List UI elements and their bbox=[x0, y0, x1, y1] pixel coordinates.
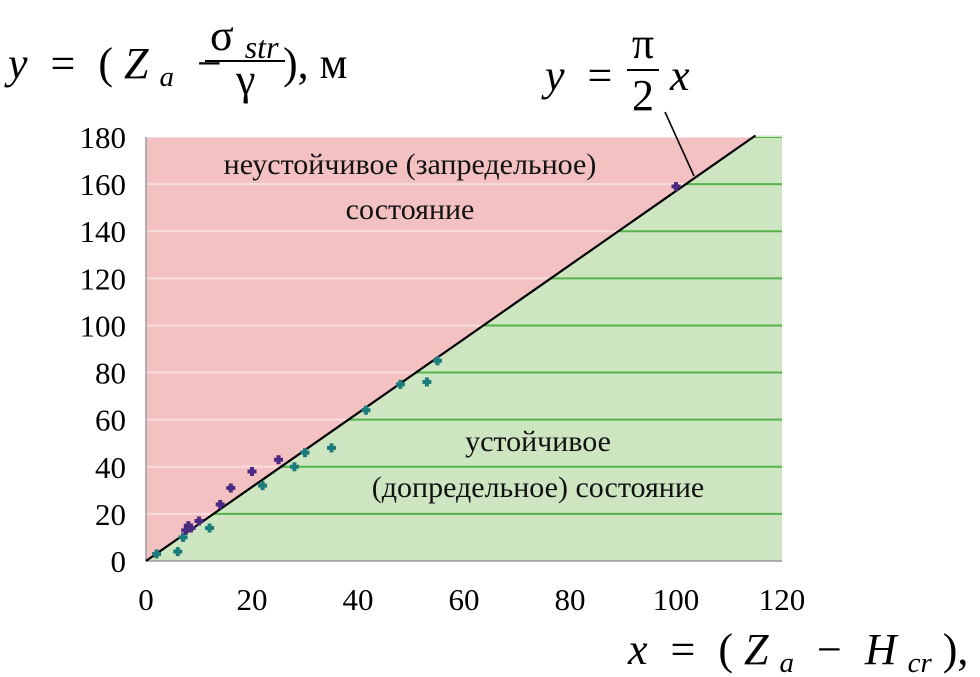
data-point bbox=[300, 448, 310, 458]
data-point bbox=[258, 481, 268, 491]
unstable-region-label-line2: состояние bbox=[346, 193, 475, 226]
y-tick-label: 180 bbox=[80, 120, 127, 155]
y-tick-label: 80 bbox=[95, 356, 126, 391]
unstable-region-label-line1: неустойчивое (запредельное) bbox=[224, 148, 597, 181]
y-tick-label: 120 bbox=[80, 261, 127, 296]
data-points bbox=[152, 181, 681, 559]
data-point bbox=[274, 455, 283, 465]
line-label-two: 2 bbox=[632, 71, 654, 120]
y-label-var: y bbox=[4, 39, 28, 88]
data-point bbox=[671, 181, 681, 191]
x-tick-label: 0 bbox=[138, 582, 154, 617]
data-point bbox=[178, 532, 188, 542]
y-label-eq: = bbox=[51, 39, 76, 88]
y-axis-label: y = ( Z a − σ str γ ), м bbox=[4, 11, 348, 104]
y-label-open: ( bbox=[98, 39, 113, 88]
data-point bbox=[226, 483, 236, 493]
data-point bbox=[173, 547, 183, 557]
y-tick-label: 40 bbox=[95, 450, 126, 485]
x-label-open: ( bbox=[718, 625, 733, 674]
y-label-minus: − bbox=[197, 39, 222, 88]
y-tick-label: 160 bbox=[80, 167, 127, 202]
data-point bbox=[361, 405, 371, 415]
y-label-z: Z bbox=[124, 39, 149, 88]
x-label-h: H bbox=[864, 625, 899, 674]
line-label-x: x bbox=[669, 51, 690, 100]
x-tick-label: 40 bbox=[343, 582, 374, 617]
data-point bbox=[152, 549, 162, 559]
data-point bbox=[247, 466, 257, 476]
stable-region-label-line2: (допредельное) состояние bbox=[372, 471, 704, 504]
x-tick-label: 100 bbox=[653, 582, 700, 617]
data-point bbox=[194, 516, 204, 526]
line-label-y: y bbox=[541, 51, 565, 100]
x-axis-label: x = ( Z a − H cr ), м bbox=[627, 625, 980, 677]
x-label-close: ), м bbox=[943, 625, 980, 674]
x-tick-label: 20 bbox=[237, 582, 268, 617]
y-label-close: ), м bbox=[283, 39, 348, 88]
data-point bbox=[289, 462, 299, 472]
data-point bbox=[327, 443, 336, 453]
data-point bbox=[183, 521, 193, 531]
line-label-pi: π bbox=[632, 19, 654, 68]
x-label-var: x bbox=[627, 625, 648, 674]
boundary-line-label: y = π 2 x bbox=[541, 19, 690, 120]
y-label-gamma: γ bbox=[235, 55, 255, 104]
y-tick-label: 100 bbox=[80, 308, 127, 343]
data-point bbox=[422, 377, 432, 387]
y-label-sigma: σ bbox=[210, 11, 234, 60]
y-label-sub-str: str bbox=[245, 29, 279, 65]
data-point bbox=[395, 379, 405, 389]
data-point bbox=[215, 499, 225, 509]
x-label-sub-cr: cr bbox=[908, 647, 933, 677]
y-label-sub-a: a bbox=[160, 61, 175, 93]
svg-text:y = ( Z: y = ( Z a − bbox=[4, 39, 222, 96]
svg-text:y =: y = bbox=[541, 51, 612, 100]
x-label-sub-a: a bbox=[780, 647, 795, 677]
data-point bbox=[186, 523, 196, 533]
stable-region-label-line1: устойчивое bbox=[465, 425, 611, 458]
x-label-minus: − bbox=[817, 625, 842, 674]
svg-text:x = ( Z: x = ( Z a − H cr ), м bbox=[627, 625, 980, 677]
data-point bbox=[433, 356, 442, 366]
y-tick-label: 0 bbox=[111, 544, 127, 579]
y-tick-labels: 0 20 40 60 80 100 120 140 160 180 bbox=[80, 120, 127, 579]
x-tick-label: 80 bbox=[555, 582, 586, 617]
y-tick-label: 20 bbox=[95, 497, 126, 532]
data-point bbox=[205, 523, 215, 533]
x-tick-label: 120 bbox=[759, 582, 806, 617]
data-point bbox=[181, 525, 191, 535]
line-label-leader bbox=[664, 111, 695, 177]
line-label-eq: = bbox=[588, 51, 613, 100]
x-label-eq: = bbox=[671, 625, 696, 674]
svg-text:σ str: σ str bbox=[210, 11, 279, 65]
x-tick-label: 60 bbox=[449, 582, 480, 617]
plot-area bbox=[145, 134, 782, 562]
boundary-line bbox=[145, 134, 757, 562]
y-tick-label: 60 bbox=[95, 403, 126, 438]
grid-lines bbox=[146, 137, 782, 515]
x-tick-labels: 0 20 40 60 80 100 120 bbox=[138, 582, 805, 617]
y-tick-label: 140 bbox=[80, 214, 127, 249]
x-label-z: Z bbox=[744, 625, 769, 674]
